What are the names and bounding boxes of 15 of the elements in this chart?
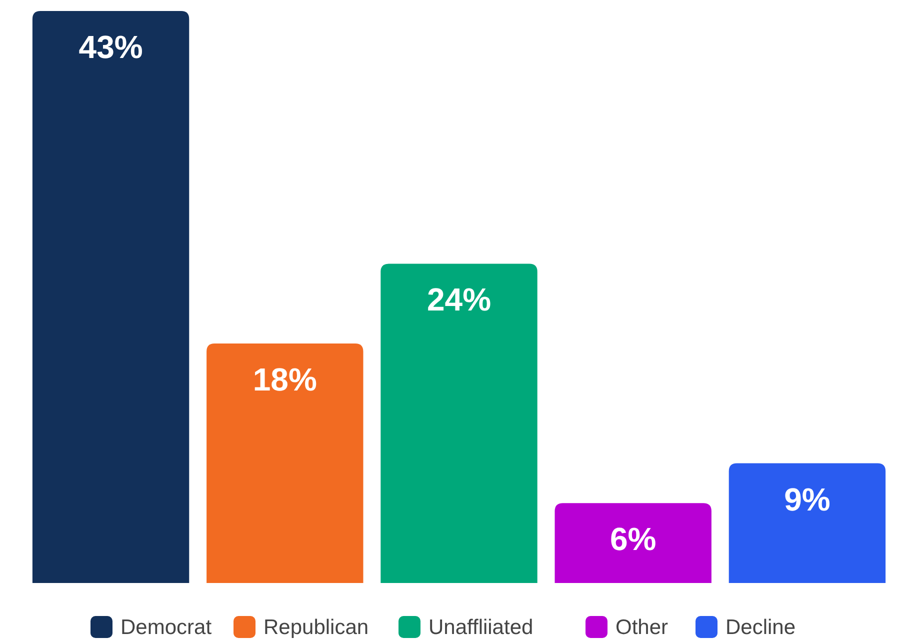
data-label: 18%: [252, 362, 317, 398]
legend-label: Republican: [264, 616, 369, 639]
legend-label: Decline: [726, 616, 796, 639]
legend-label: Unaffliiated: [428, 616, 534, 639]
legend-label: Other: [616, 616, 668, 639]
legend-label: Democrat: [120, 616, 212, 639]
data-label: 24%: [426, 282, 492, 318]
data-label: 6%: [610, 521, 656, 558]
bar: [32, 11, 190, 583]
data-label: 43%: [78, 29, 143, 65]
bar: [206, 344, 364, 583]
bar: [554, 503, 712, 583]
bar: [728, 463, 886, 583]
data-label: 9%: [784, 481, 830, 518]
bar: [380, 264, 538, 583]
